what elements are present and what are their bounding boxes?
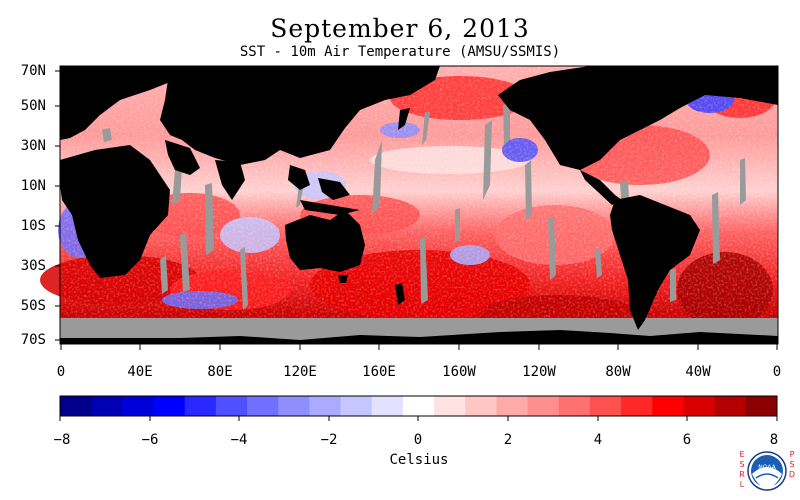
lon-label-120w: 120W [522, 364, 556, 380]
colorbar-swatch [589, 396, 622, 416]
colorbar-swatch [153, 396, 186, 416]
map-title: September 6, 2013 [270, 14, 530, 43]
lon-label-120e: 120E [283, 364, 317, 380]
colorbar-swatch [371, 396, 404, 416]
lon-label-80w: 80W [605, 364, 631, 380]
colorbar-swatch [247, 396, 279, 416]
lon-label-0-east: 0 [772, 364, 782, 380]
svg-text:NOAA: NOAA [758, 464, 776, 471]
colorbar-swatch [465, 396, 497, 416]
lon-ticks [60, 344, 778, 350]
land-asia [160, 66, 440, 165]
colorbar-swatch [558, 396, 591, 416]
lon-label-40w: 40W [685, 364, 711, 380]
colorbar-swatch [278, 396, 310, 416]
land-south-america [610, 195, 700, 330]
colorbar-swatch [122, 396, 155, 416]
colorbar-swatch [434, 396, 466, 416]
colorbar-ticks [59, 416, 778, 421]
land-masses [60, 66, 778, 344]
colorbar-swatch [340, 396, 373, 416]
lat-label-70s: 70S [20, 332, 46, 348]
land-antarctica [60, 330, 778, 344]
colorbar-tick-label: 2 [503, 432, 513, 448]
land-india [165, 140, 200, 175]
noaa-emblem-icon: NOAA [747, 451, 787, 491]
lat-label-30n: 30N [20, 138, 46, 154]
lat-ticks [55, 70, 60, 341]
colorbar-swatch [527, 396, 560, 416]
land-europe [60, 66, 180, 140]
lat-label-50n: 50N [20, 98, 46, 114]
colorbar-swatch [402, 396, 435, 416]
land-africa [60, 145, 170, 278]
lat-label-10s: 10S [20, 218, 46, 234]
lon-label-80e: 80E [207, 364, 233, 380]
colorbar-swatch [714, 396, 747, 416]
lat-label-30s: 30S [20, 258, 46, 274]
lat-label-70n: 70N [20, 63, 46, 79]
colorbar-tick-label: 6 [682, 432, 692, 448]
colorbar-tick-label: 0 [413, 432, 423, 448]
colorbar-tick-label: −4 [230, 432, 248, 448]
colorbar-swatch [683, 396, 716, 416]
lon-label-160w: 160W [442, 364, 476, 380]
land-australia [285, 210, 365, 272]
lon-label-160e: 160E [362, 364, 396, 380]
colorbar-tick-label: −6 [141, 432, 159, 448]
colorbar-units-label: Celsius [389, 452, 449, 468]
colorbar-swatch [309, 396, 342, 416]
colorbar-swatch [621, 396, 653, 416]
lat-label-10n: 10N [20, 178, 46, 194]
colorbar-swatch [184, 396, 217, 416]
colorbar [60, 396, 778, 416]
colorbar-swatch [60, 396, 92, 416]
lat-label-50s: 50S [20, 298, 46, 314]
land-north-america [498, 66, 778, 170]
map-subtitle: SST - 10m Air Temperature (AMSU/SSMIS) [239, 44, 561, 60]
land-greenland [705, 66, 778, 85]
lon-label-40e: 40E [127, 364, 153, 380]
colorbar-tick-label: −8 [53, 432, 71, 448]
lon-label-0-west: 0 [56, 364, 66, 380]
colorbar-tick-label: 4 [593, 432, 603, 448]
colorbar-tick-label: −2 [320, 432, 338, 448]
colorbar-tick-label: 8 [769, 432, 779, 448]
colorbar-swatch [496, 396, 529, 416]
colorbar-swatch [215, 396, 248, 416]
colorbar-swatch [652, 396, 684, 416]
colorbar-swatch [745, 396, 778, 416]
colorbar-swatch [91, 396, 123, 416]
map-frame [59, 65, 779, 345]
